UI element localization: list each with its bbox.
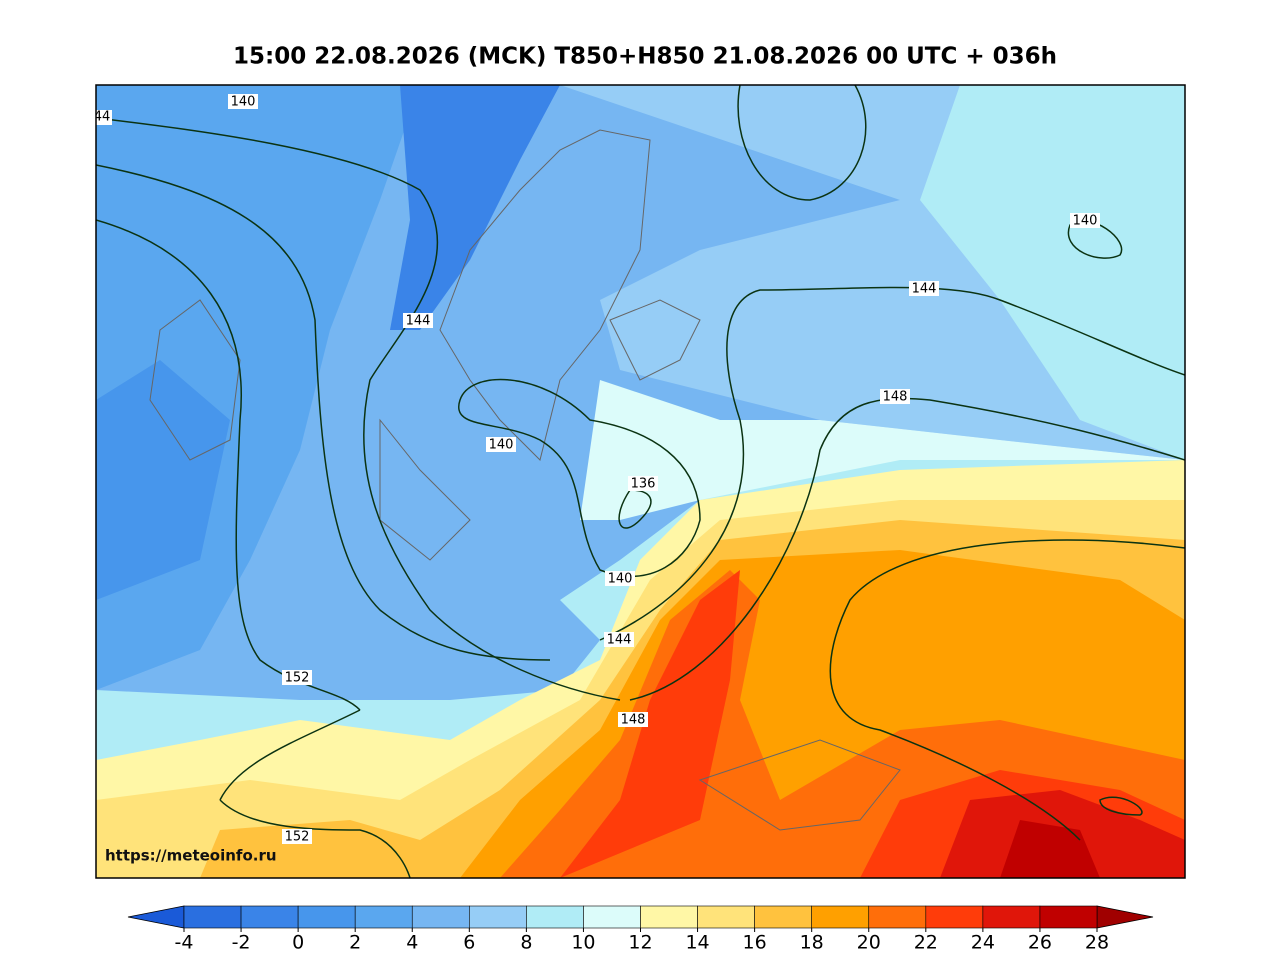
source-url: https://meteoinfo.ru <box>105 847 277 865</box>
map: 44 140 140 144 144 140 136 140 148 144 1… <box>94 85 1185 878</box>
colorbar-tick-label: 14 <box>685 932 709 954</box>
colorbar-tick-label: 12 <box>628 932 652 954</box>
colorbar-bin <box>982 905 1041 929</box>
colorbar-tick-label: -4 <box>175 932 194 954</box>
colorbar-bin <box>297 905 356 929</box>
colorbar-tick-label: 0 <box>292 932 304 954</box>
colorbar-tick-label: 10 <box>571 932 595 954</box>
colorbar-tick-label: 2 <box>349 932 361 954</box>
colorbar-tick-label: 26 <box>1028 932 1052 954</box>
colorbar-bin <box>183 905 242 929</box>
colorbar-bin <box>925 905 984 929</box>
contour-label: 148 <box>883 390 908 405</box>
contour-label: 136 <box>631 477 656 492</box>
colorbar-tick-label: 16 <box>743 932 767 954</box>
contour-label: 144 <box>607 633 632 648</box>
colorbar-bin <box>811 905 870 929</box>
colorbar-tick-label: 28 <box>1085 932 1109 954</box>
colorbar-bin <box>526 905 584 929</box>
colorbar-bin <box>1039 905 1098 929</box>
colorbar-bin <box>640 905 698 929</box>
colorbar-bin <box>697 905 755 929</box>
colorbar-tick-label: 6 <box>463 932 475 954</box>
colorbar-bin <box>411 905 470 929</box>
colorbar-tick-label: 24 <box>971 932 995 954</box>
contour-label: 140 <box>489 438 514 453</box>
colorbar-bin <box>754 905 812 929</box>
colorbar-tick-label: -2 <box>232 932 251 954</box>
colorbar: -4 -2 0 2 4 6 8 10 12 14 16 18 20 22 24 26 28 <box>127 905 1154 954</box>
colorbar-tick-label: 18 <box>800 932 824 954</box>
contour-label: 144 <box>912 282 937 297</box>
contour-label: 44 <box>94 110 111 125</box>
colorbar-bin <box>354 905 413 929</box>
colorbar-over <box>1096 905 1154 929</box>
colorbar-tick-label: 8 <box>520 932 532 954</box>
colorbar-bin <box>583 905 641 929</box>
colorbar-bin <box>240 905 299 929</box>
contour-label: 148 <box>621 713 646 728</box>
contour-labels: 44 140 140 144 144 140 136 140 148 144 1… <box>94 94 1100 845</box>
colorbar-tick-label: 22 <box>914 932 938 954</box>
colorbar-tick-label: 4 <box>406 932 418 954</box>
title: 15:00 22.08.2026 (MCK) T850+H850 21.08.2… <box>233 44 1057 70</box>
contour-label: 140 <box>608 572 633 587</box>
colorbar-bin <box>868 905 927 929</box>
contour-label: 140 <box>1073 214 1098 229</box>
contour-label: 152 <box>285 671 310 686</box>
colorbar-tick-label: 20 <box>857 932 881 954</box>
contour-label: 140 <box>231 95 256 110</box>
contour-label: 144 <box>406 314 431 329</box>
contour-label: 152 <box>285 830 310 845</box>
colorbar-under <box>127 905 185 929</box>
colorbar-bin <box>469 905 527 929</box>
map-frame <box>95 84 1186 879</box>
